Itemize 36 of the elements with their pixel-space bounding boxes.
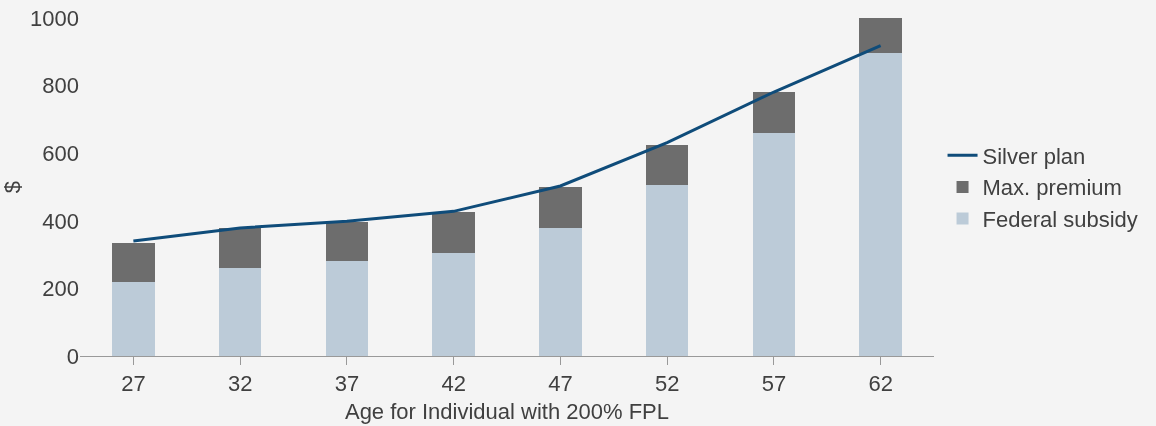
y-tick-label: 200: [42, 276, 79, 302]
x-axis-title: Age for Individual with 200% FPL: [344, 399, 670, 425]
y-tick-label: 600: [42, 140, 79, 166]
bar: [218, 268, 262, 356]
bar: [432, 212, 475, 253]
x-tick-label: 37: [334, 371, 360, 397]
bar: [325, 222, 369, 262]
y-tick-label: 1000: [30, 5, 79, 31]
line-series: [131, 44, 883, 243]
bar: [112, 281, 155, 356]
y-tick-label: 400: [42, 208, 79, 234]
bar: [325, 261, 369, 356]
x-tick-label: 52: [654, 371, 680, 397]
x-tick-label: 42: [441, 371, 466, 397]
legend-label: Max. premium: [982, 175, 1122, 201]
x-tick-label: 57: [761, 371, 787, 397]
bar: [859, 18, 902, 54]
legend-label: Federal subsidy: [982, 207, 1138, 233]
bar: [539, 227, 582, 356]
y-axis-title: $: [0, 180, 25, 194]
bar: [645, 185, 689, 356]
bar: [859, 53, 902, 356]
x-tick-label: 27: [121, 371, 146, 397]
bar: [112, 242, 155, 282]
bar: [539, 187, 582, 228]
legend-label: Silver plan: [982, 143, 1086, 169]
bar: [645, 144, 689, 186]
y-tick-label: 0: [66, 343, 79, 369]
bar: [752, 132, 796, 356]
bar: [432, 252, 475, 356]
y-tick-label: 800: [42, 73, 79, 99]
bar: [752, 92, 796, 133]
x-tick-label: 47: [548, 371, 573, 397]
x-tick-label: 62: [868, 371, 893, 397]
x-tick-label: 32: [227, 371, 253, 397]
bar: [218, 227, 262, 269]
